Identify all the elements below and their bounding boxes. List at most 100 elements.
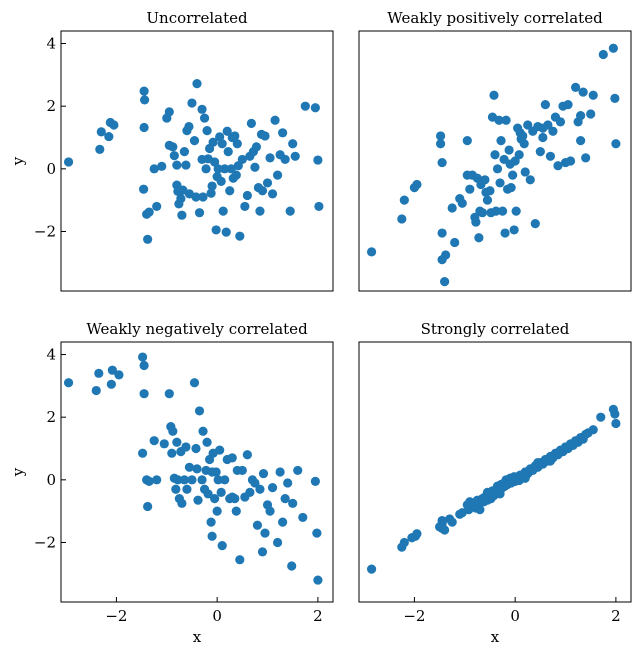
scatter-point [504, 145, 514, 155]
scatter-point [437, 228, 447, 238]
axes-frame [358, 30, 632, 292]
scatter-point [520, 473, 530, 483]
scatter-point [213, 164, 223, 174]
scatter-point [265, 153, 275, 163]
scatter-point [181, 442, 191, 452]
scatter-points [63, 352, 323, 585]
scatter-point [192, 464, 202, 474]
scatter-point [611, 139, 621, 149]
x-tick-label: 0 [212, 607, 222, 625]
subplot-strongly-correlated: Strongly correlated −2 0 2 x [358, 320, 632, 646]
x-tick-label: 2 [611, 607, 621, 625]
scatter-point [211, 467, 221, 477]
scatter-point [462, 136, 472, 146]
scatter-point [217, 541, 227, 551]
scatter-point [91, 385, 101, 396]
scatter-point [232, 139, 242, 149]
scatter-point [179, 147, 190, 157]
scatter-point [480, 175, 490, 185]
scatter-point [250, 478, 260, 488]
scatter-point [523, 120, 533, 130]
scatter-point [270, 115, 280, 125]
scatter-points [366, 404, 621, 574]
scatter-point [265, 506, 275, 516]
scatter-point [217, 139, 227, 149]
scatter-point [201, 164, 211, 174]
axes-frame [358, 341, 632, 603]
scatter-point [207, 531, 217, 541]
scatter-point [501, 115, 511, 125]
scatter-points [366, 43, 621, 287]
scatter-point [272, 170, 283, 180]
scatter-point [288, 139, 298, 149]
scatter-point [300, 101, 310, 111]
scatter-point [509, 225, 519, 235]
scatter-point [485, 186, 495, 196]
scatter-point [598, 49, 608, 60]
scatter-point [164, 107, 174, 117]
scatter-point [157, 161, 167, 171]
scatter-point [221, 227, 231, 237]
scatter-point [275, 467, 285, 477]
y-tick-label: −2 [34, 533, 56, 551]
scatter-point [272, 537, 283, 548]
scatter-point [194, 208, 205, 218]
scatter-point [596, 412, 606, 422]
scatter-point [139, 184, 149, 194]
scatter-point [412, 529, 422, 539]
scatter-point [611, 418, 621, 429]
scatter-point [235, 231, 245, 241]
scatter-point [192, 79, 202, 89]
scatter-point [138, 448, 148, 458]
scatter-point [313, 575, 323, 585]
scatter-point [240, 201, 250, 212]
x-tick-label: −2 [403, 607, 425, 625]
scatter-point [194, 406, 205, 416]
scatter-point [576, 110, 586, 121]
scatter-point [447, 517, 457, 527]
scatter-point [447, 203, 457, 213]
scatter-point [492, 164, 503, 174]
subplot-title: Uncorrelated [146, 9, 248, 27]
scatter-point [215, 445, 225, 455]
scatter-point [258, 468, 269, 479]
scatter-point [94, 368, 104, 378]
scatter-point [144, 207, 154, 217]
x-tick-label: −2 [105, 607, 127, 625]
x-tick-label: 2 [313, 607, 323, 625]
scatter-point [222, 126, 232, 136]
axes-frame [60, 341, 334, 603]
scatter-point [260, 528, 270, 538]
y-axis-label: y [9, 467, 27, 477]
scatter-point [140, 95, 150, 105]
scatter-point [310, 103, 320, 113]
scatter-point [397, 214, 407, 224]
scatter-point [283, 478, 293, 488]
scatter-point [197, 104, 207, 114]
scatter-point [237, 154, 247, 165]
scatter-point [211, 225, 221, 235]
scatter-point [168, 426, 178, 436]
scatter-point [203, 489, 213, 499]
scatter-point [207, 181, 217, 191]
scatter-point [548, 126, 558, 136]
subplot-uncorrelated: Uncorrelated −2 0 2 4 y [9, 9, 334, 292]
scatter-point [109, 120, 119, 130]
scatter-point [246, 118, 256, 129]
scatter-point [495, 178, 505, 188]
scatter-point [252, 520, 263, 530]
scatter-point [184, 121, 194, 132]
scatter-point [288, 498, 298, 508]
scatter-point [177, 210, 187, 220]
scatter-point [168, 142, 178, 152]
scatter-point [231, 506, 241, 516]
scatter-point [474, 233, 484, 243]
scatter-point [216, 487, 226, 497]
scatter-point [177, 498, 187, 508]
scatter-point [220, 475, 230, 485]
scatter-point [441, 250, 451, 260]
scatter-point [206, 188, 216, 198]
scatter-point [184, 462, 195, 472]
scatter-point [95, 144, 105, 155]
scatter-point [267, 189, 278, 199]
